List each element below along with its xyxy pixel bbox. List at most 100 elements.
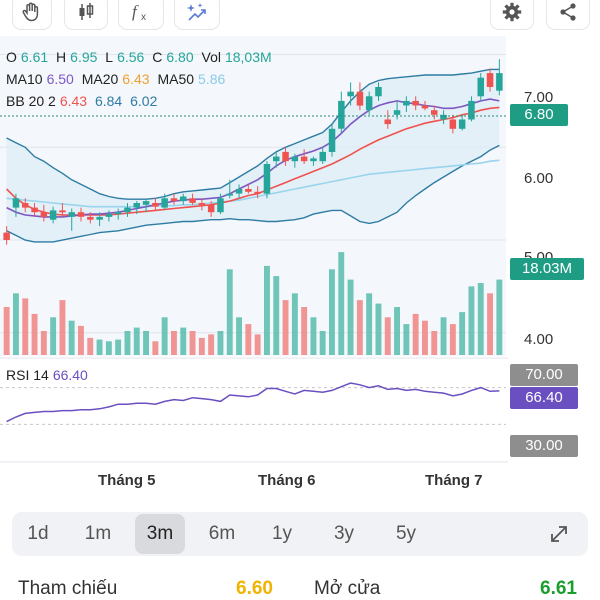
month-label-6: Tháng 6 — [258, 472, 316, 489]
candle-body — [384, 119, 391, 125]
candle-body — [3, 232, 10, 240]
volume-bar — [31, 313, 38, 355]
candle-body — [198, 203, 206, 205]
candle-body — [152, 203, 159, 207]
candle-body — [59, 210, 66, 213]
volume-bar — [22, 298, 29, 355]
bb-legend: BB 20 2 6.43 6.84 6.02 — [6, 93, 158, 109]
volume-bar — [329, 269, 335, 355]
share-icon[interactable] — [546, 0, 590, 30]
last-volume-tag: 18.03M — [510, 258, 584, 280]
candle-body — [319, 151, 326, 162]
ohlc-legend: O 6.61 H 6.95 L 6.56 C 6.80 Vol 18,03M — [6, 49, 272, 65]
volume-bar — [264, 265, 270, 355]
reference-value: 6.60 — [236, 578, 273, 599]
candle-body — [496, 73, 503, 91]
volume-bar — [487, 293, 493, 355]
candle-body — [161, 198, 168, 208]
volume-bar — [236, 317, 242, 355]
volume-bar — [105, 341, 112, 355]
reference-label: Tham chiếu — [18, 578, 118, 599]
volume-bar — [319, 331, 326, 355]
candle-body — [77, 212, 85, 217]
volume-bar — [87, 337, 94, 355]
rsi-legend: RSI 14 66.40 — [6, 367, 88, 383]
candle-body — [235, 189, 243, 194]
candle-body — [300, 156, 308, 162]
month-label-5: Tháng 5 — [98, 472, 156, 489]
volume-bar — [356, 300, 363, 355]
volume-bar — [180, 327, 187, 355]
range-selector: 1d 1m 3m 6m 1y 3y 5y — [12, 512, 588, 556]
candle-body — [393, 110, 401, 115]
expand-icon[interactable] — [548, 523, 570, 550]
volume-bar — [96, 339, 103, 355]
range-1m[interactable]: 1m — [84, 523, 112, 544]
ma-legend: MA10 6.50 MA20 6.43 MA50 5.86 — [6, 71, 226, 87]
candle-body — [356, 91, 364, 106]
volume-bar — [78, 325, 84, 355]
candle-body — [31, 207, 38, 213]
volume-bar — [189, 331, 196, 355]
candle-body — [96, 216, 103, 220]
volume-bar — [171, 331, 177, 355]
rsi-upper-tag: 70.00 — [510, 364, 578, 386]
candle-body — [22, 203, 29, 208]
candle-body — [217, 198, 224, 213]
volume-bar — [59, 300, 66, 355]
range-1y[interactable]: 1y — [271, 523, 293, 544]
svg-text:x: x — [141, 12, 146, 23]
candle-body — [347, 91, 354, 97]
magic-indicator-icon[interactable] — [174, 0, 220, 30]
volume-bar — [347, 279, 354, 355]
volume-bar — [254, 334, 261, 355]
volume-bar — [440, 317, 447, 355]
rsi-lower-tag: 30.00 — [510, 435, 578, 457]
candle-body — [254, 191, 261, 194]
volume-bar — [459, 312, 466, 355]
bollinger-lower-line — [6, 144, 500, 243]
candle-body — [87, 216, 94, 220]
candle-body — [338, 100, 345, 129]
volume-bar — [115, 339, 122, 355]
candle-body — [365, 96, 373, 111]
hand-icon[interactable] — [12, 0, 52, 30]
candle-body — [114, 212, 122, 215]
price-tick-4: 4.00 — [524, 331, 554, 348]
candle-body — [328, 128, 336, 152]
range-3y[interactable]: 3y — [333, 523, 355, 544]
volume-bar — [245, 324, 252, 355]
volume-bar — [310, 317, 317, 355]
volume-bar — [394, 307, 400, 355]
candlestick-icon[interactable] — [64, 0, 108, 30]
volume-bar — [403, 324, 410, 355]
candle-body — [245, 189, 252, 192]
bollinger-upper-line — [6, 68, 500, 200]
range-1d[interactable]: 1d — [27, 523, 49, 544]
ma50-line — [6, 159, 500, 208]
settings-gear-icon[interactable] — [490, 0, 534, 30]
candle-body — [170, 198, 178, 202]
range-6m[interactable]: 6m — [208, 523, 236, 544]
candle-body — [440, 114, 447, 120]
volume-bar — [449, 324, 456, 355]
range-3m[interactable]: 3m — [135, 514, 185, 554]
svg-text:f: f — [132, 2, 139, 21]
candle-body — [431, 110, 438, 115]
price-chart[interactable] — [0, 0, 600, 470]
open-value: 6.61 — [540, 578, 577, 599]
volume-bar — [273, 276, 280, 355]
volume-bar — [3, 307, 10, 355]
volume-bar — [384, 317, 391, 355]
volume-bar — [40, 331, 47, 355]
volume-bar — [198, 337, 205, 355]
range-5y[interactable]: 5y — [395, 523, 417, 544]
rsi-line — [6, 382, 500, 423]
volume-bar — [338, 252, 345, 355]
month-label-7: Tháng 7 — [425, 472, 483, 489]
candle-body — [40, 212, 48, 217]
candle-body — [375, 87, 382, 97]
volume-bar — [375, 303, 382, 355]
candle-body — [180, 196, 187, 202]
